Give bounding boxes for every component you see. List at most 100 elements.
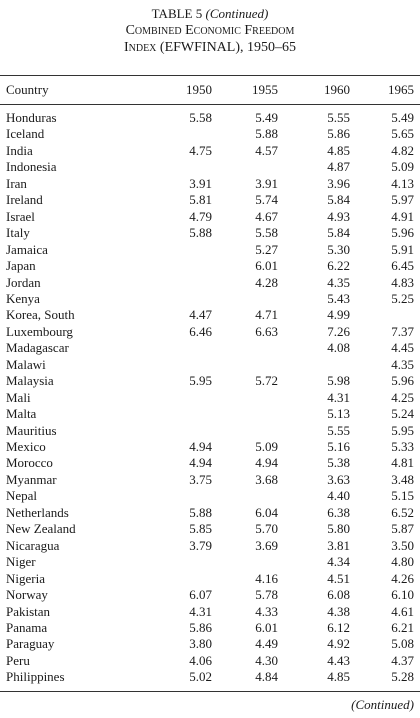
country-name: Morocco: [6, 455, 53, 471]
table-cell: 3.96: [327, 175, 350, 191]
country-name: Paraguay: [6, 636, 55, 652]
table-cell: 4.45: [391, 340, 414, 356]
table-cell: 4.87: [327, 159, 350, 175]
table-cell: 5.96: [391, 373, 414, 389]
table-cell: 4.85: [327, 669, 350, 685]
table-cell: 6.21: [391, 619, 414, 635]
rule: [0, 75, 420, 76]
table-cell: 5.49: [391, 110, 414, 125]
table-cell: 5.58: [255, 225, 278, 241]
column-header: 1965: [388, 82, 414, 97]
table-cell: 5.70: [255, 521, 278, 537]
table-cell: 5.88: [255, 126, 278, 142]
table-cell: 6.10: [391, 587, 414, 603]
table-cell: 5.55: [327, 110, 350, 125]
country-name: Honduras: [6, 110, 57, 125]
table-cell: 5.09: [391, 159, 414, 175]
title-label: TABLE 5: [151, 6, 203, 21]
table-cell: 5.28: [391, 669, 414, 685]
table-cell: 5.13: [327, 406, 350, 422]
country-name: Indonesia: [6, 159, 57, 175]
table-cell: 6.22: [327, 258, 350, 274]
country-name: Nepal: [6, 488, 38, 504]
table-cell: 4.47: [189, 307, 212, 323]
table-cell: 3.75: [189, 471, 212, 487]
table-cell: 4.51: [327, 570, 350, 586]
country-name: Italy: [6, 225, 30, 241]
table-cell: 5.95: [189, 373, 212, 389]
table-cell: 3.63: [327, 471, 350, 487]
table-cell: 4.16: [255, 570, 278, 586]
table-cell: 4.31: [189, 603, 212, 619]
country-name: Jordan: [6, 274, 41, 290]
table-cell: 5.97: [391, 192, 414, 208]
table-cell: 4.25: [391, 389, 414, 405]
table-cell: 5.65: [391, 126, 414, 142]
table-cell: 6.52: [391, 504, 414, 520]
table-cell: 5.80: [327, 521, 350, 537]
table-cell: 6.12: [327, 619, 350, 635]
table-cell: 3.50: [391, 537, 414, 553]
table-cell: 4.57: [255, 142, 278, 158]
column-header: 1960: [324, 82, 350, 97]
table-cell: 4.80: [391, 554, 414, 570]
table-cell: 4.34: [327, 554, 350, 570]
table-cell: 4.31: [327, 389, 350, 405]
table-cell: 4.85: [327, 142, 350, 158]
table-cell: 4.43: [327, 652, 350, 668]
table-cell: 5.15: [391, 488, 414, 504]
country-name: New Zealand: [6, 521, 76, 537]
table-cell: 5.38: [327, 455, 350, 471]
table-cell: 5.30: [327, 241, 350, 257]
table-cell: 4.84: [255, 669, 278, 685]
table-cell: 5.78: [255, 587, 278, 603]
table-cell: 5.09: [255, 439, 278, 454]
table-cell: 5.55: [327, 422, 350, 438]
country-name: Kenya: [6, 290, 40, 306]
table-cell: 5.84: [327, 192, 350, 208]
table-cell: 4.75: [189, 142, 212, 158]
table-cell: 4.94: [255, 455, 278, 471]
table-cell: 4.08: [327, 340, 350, 356]
rule: [0, 104, 420, 105]
table-cell: 3.91: [189, 175, 212, 191]
table-cell: 5.86: [189, 619, 212, 635]
country-name: Nicaragua: [6, 537, 60, 553]
table-cell: 6.01: [255, 619, 278, 635]
table-cell: 4.38: [327, 603, 350, 619]
table-cell: 4.49: [255, 636, 278, 652]
table-cell: 4.71: [255, 307, 278, 323]
table-cell: 6.07: [189, 587, 212, 603]
country-name: Peru: [6, 652, 30, 668]
country-name: Panama: [6, 619, 48, 635]
table-cell: 4.82: [391, 142, 414, 158]
table-cell: 3.80: [189, 636, 212, 652]
table-cell: 4.99: [327, 307, 350, 323]
country-name: Madagascar: [6, 340, 69, 356]
country-name: Iran: [6, 175, 27, 191]
table-cell: 4.26: [391, 570, 414, 586]
table-cell: 4.28: [255, 274, 278, 290]
table-cell: 6.63: [255, 323, 278, 339]
column-header: 1950: [186, 82, 212, 97]
country-name: Netherlands: [6, 504, 69, 520]
country-name: Malaysia: [6, 373, 54, 389]
table-cell: 5.27: [255, 241, 278, 257]
table-cell: 3.69: [255, 537, 278, 553]
table-cell: 4.92: [327, 636, 350, 652]
table-cell: 5.02: [189, 669, 212, 685]
country-name: Israel: [6, 208, 35, 224]
country-name: Jamaica: [6, 241, 48, 257]
table-cell: 5.25: [391, 290, 414, 306]
table-cell: 3.48: [391, 471, 414, 487]
table-cell: 5.88: [189, 225, 212, 241]
table-cell: 4.61: [391, 603, 414, 619]
table-cell: 5.16: [327, 439, 350, 454]
country-name: Iceland: [6, 126, 45, 142]
table-cell: 4.40: [327, 488, 350, 504]
table-cell: 4.94: [189, 455, 212, 471]
table-cell: 4.94: [189, 439, 212, 454]
country-name: Mali: [6, 389, 31, 405]
country-name: Pakistan: [6, 603, 51, 619]
